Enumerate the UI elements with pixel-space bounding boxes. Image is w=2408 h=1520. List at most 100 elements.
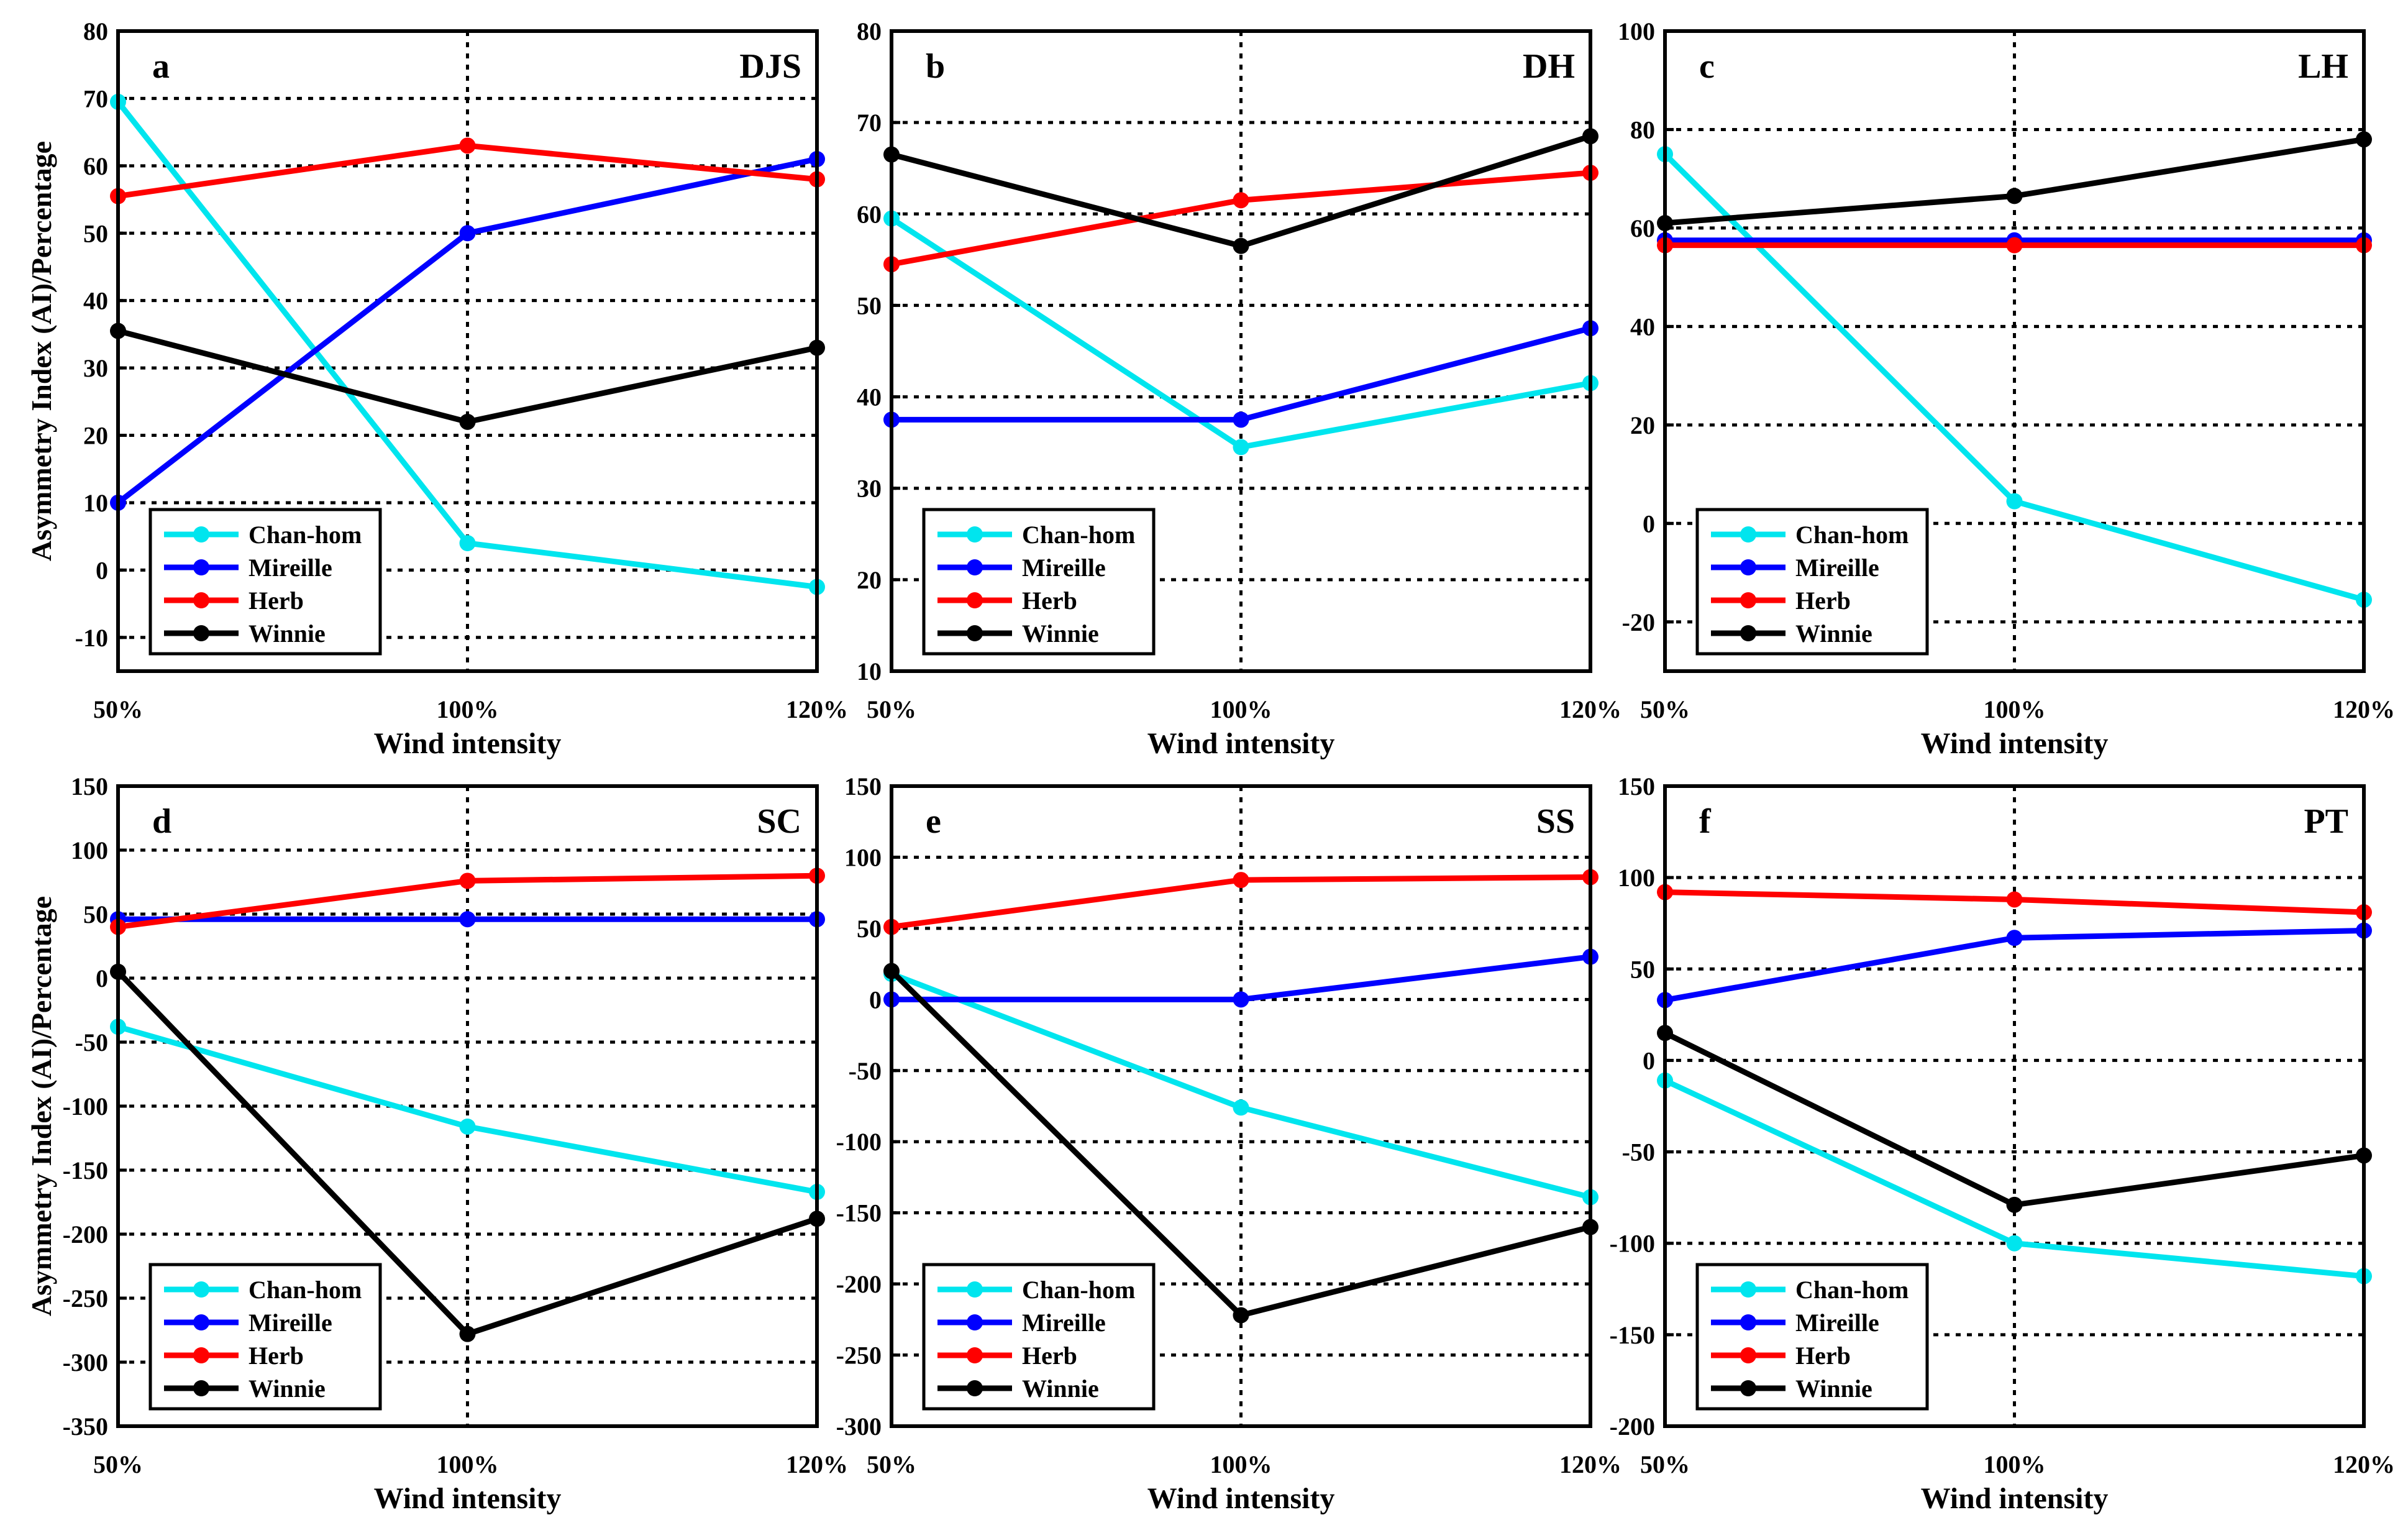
data-point-mireille: [1233, 991, 1249, 1008]
x-axis-label: Wind intensity: [1921, 1482, 2109, 1515]
axes-frame: [1663, 784, 2366, 1428]
legend-marker-herb: [193, 592, 209, 608]
data-point-herb: [2006, 891, 2023, 908]
panel-f: -200 -150 -100 -50 0 50 100 150 50% 100% 120% Wind …: [1610, 772, 2395, 1515]
y-axis-label: Asymmetry Index (AI)/Percentage: [25, 141, 57, 561]
y-tick-label: -150: [836, 1199, 882, 1227]
legend-marker-mireille: [967, 1314, 983, 1330]
x-tick-label: 50%: [867, 695, 916, 723]
legend-marker-mireille: [193, 559, 209, 575]
y-tick-label: 100: [844, 843, 882, 871]
legend: Chan-hom Mireille Herb Winnie: [1695, 508, 1929, 656]
legend: Chan-hom Mireille Herb Winnie: [148, 1263, 382, 1411]
y-tick-label: 150: [71, 772, 108, 800]
legend-marker-mireille: [967, 559, 983, 575]
legend-marker-chan-hom: [193, 526, 209, 543]
panel-letter: d: [152, 802, 171, 841]
legend-marker-chan-hom: [1740, 526, 1756, 543]
panel-title: SS: [1536, 802, 1575, 841]
legend-marker-winnie: [1740, 625, 1756, 641]
y-tick-label: -300: [836, 1412, 882, 1440]
y-tick-label: -100: [1610, 1230, 1655, 1258]
legend-marker-winnie: [967, 625, 983, 641]
y-tick-label: 100: [1618, 17, 1655, 45]
data-point-herb: [459, 137, 476, 154]
panel-letter: b: [926, 47, 945, 86]
y-tick-label: -200: [836, 1270, 882, 1298]
y-tick-label: 50: [857, 915, 882, 943]
legend-label: Chan-hom: [249, 521, 362, 549]
panel-title: SC: [757, 802, 801, 841]
data-point-mireille: [459, 911, 476, 928]
legend-marker-herb: [967, 1347, 983, 1363]
y-tick-label: 0: [869, 986, 882, 1014]
legend-marker-chan-hom: [1740, 1281, 1756, 1298]
legend-marker-winnie: [1740, 1380, 1756, 1396]
legend-marker-herb: [967, 592, 983, 608]
y-tick-label: -200: [1610, 1412, 1655, 1440]
x-tick-label: 120%: [2333, 1450, 2395, 1478]
x-tick-label: 50%: [1640, 695, 1690, 723]
y-tick-label: 20: [83, 422, 108, 450]
panel-title: DH: [1523, 47, 1575, 86]
data-point-chan-hom: [459, 535, 476, 551]
legend-box: [1695, 1263, 1929, 1411]
panel-letter: f: [1699, 802, 1712, 841]
data-point-chan-hom: [2006, 493, 2023, 510]
y-tick-label: -300: [63, 1348, 108, 1376]
data-point-herb: [1233, 872, 1249, 889]
data-point-herb: [459, 872, 476, 889]
data-point-herb: [1233, 192, 1249, 209]
x-axis-label: Wind intensity: [1147, 727, 1335, 760]
x-axis-label: Wind intensity: [374, 1482, 562, 1515]
y-tick-label: -100: [63, 1092, 108, 1120]
legend-label: Herb: [249, 587, 304, 615]
data-point-chan-hom: [2006, 1235, 2023, 1252]
y-tick-label: 30: [857, 475, 882, 503]
legend-marker-chan-hom: [193, 1281, 209, 1298]
legend-box: [922, 1263, 1156, 1411]
x-axis-label: Wind intensity: [1921, 727, 2109, 760]
data-point-chan-hom: [459, 1118, 476, 1135]
legend-label: Winnie: [1022, 620, 1099, 648]
y-tick-label: -50: [75, 1028, 108, 1056]
y-tick-label: -50: [849, 1057, 882, 1085]
x-tick-label: 100%: [1210, 1450, 1272, 1478]
panel-e: -300 -250 -200 -150 -100 -50 0 50 100 150 50% 100% 1…: [836, 772, 1621, 1515]
data-point-winnie: [1233, 237, 1249, 254]
data-point-chan-hom: [1233, 439, 1249, 456]
y-tick-label: 150: [844, 772, 882, 800]
x-axis-label: Wind intensity: [374, 727, 562, 760]
legend-label: Herb: [1795, 587, 1851, 615]
panel-b: 10 20 30 40 50 60 70 80 50% 100% 120% Wind intensit…: [857, 17, 1621, 760]
x-tick-label: 100%: [1984, 1450, 2046, 1478]
legend-label: Chan-hom: [1022, 521, 1135, 549]
y-tick-label: -350: [63, 1412, 108, 1440]
legend-marker-mireille: [1740, 559, 1756, 575]
legend-marker-winnie: [193, 1380, 209, 1396]
y-tick-label: 40: [1630, 313, 1655, 341]
data-point-herb: [2006, 237, 2023, 254]
axes-frame: [890, 784, 1592, 1428]
y-tick-label: 80: [83, 17, 108, 45]
legend-label: Winnie: [249, 620, 326, 648]
y-tick-label: -250: [63, 1284, 108, 1312]
axes-frame: [116, 784, 819, 1428]
y-tick-label: -200: [63, 1220, 108, 1248]
y-tick-label: 10: [83, 489, 108, 517]
axes-frame: [116, 29, 819, 673]
legend-label: Winnie: [1795, 1375, 1872, 1403]
x-tick-label: 50%: [93, 1450, 143, 1478]
y-tick-label: 40: [857, 383, 882, 411]
x-axis-label: Wind intensity: [1147, 1482, 1335, 1515]
series-line-mireille: [892, 325, 1592, 423]
data-point-winnie: [459, 413, 476, 430]
legend: Chan-hom Mireille Herb Winnie: [1695, 1263, 1929, 1411]
legend-marker-mireille: [1740, 1314, 1756, 1330]
y-tick-label: 60: [857, 200, 882, 228]
data-point-winnie: [2006, 1196, 2023, 1213]
data-point-chan-hom: [1233, 1099, 1249, 1116]
y-tick-label: 70: [857, 109, 882, 137]
y-tick-label: 50: [83, 900, 108, 928]
y-tick-label: 50: [83, 219, 108, 247]
